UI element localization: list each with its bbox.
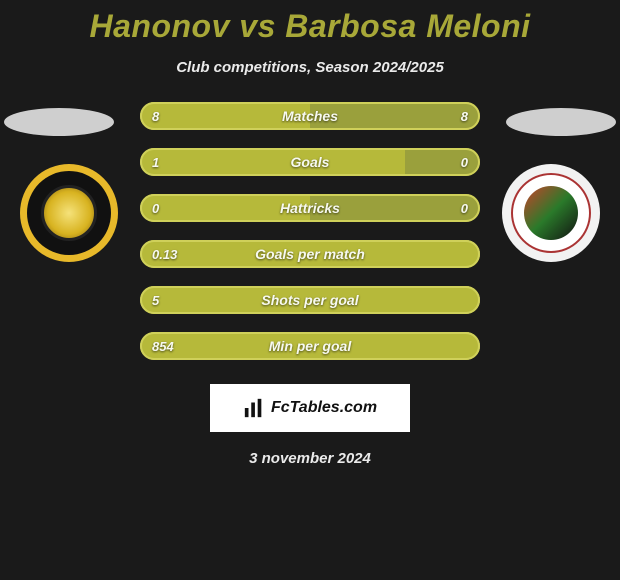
footer-date: 3 november 2024 (0, 450, 620, 467)
badge-logo-right (524, 186, 578, 240)
bar-track (140, 194, 480, 222)
bar-fill-left (140, 194, 310, 222)
bar-fill-left (140, 332, 480, 360)
bar-fill-left (140, 240, 480, 268)
bar-track (140, 240, 480, 268)
badge-inner-left (27, 171, 111, 255)
team-badge-right (502, 164, 600, 262)
stat-row: Shots per goal5 (140, 286, 480, 314)
subtitle: Club competitions, Season 2024/2025 (0, 59, 620, 76)
bar-track (140, 332, 480, 360)
bar-track (140, 286, 480, 314)
stat-row: Min per goal854 (140, 332, 480, 360)
bar-fill-left (140, 286, 480, 314)
team-oval-left (4, 108, 114, 136)
page-title: Hanonov vs Barbosa Meloni (0, 0, 620, 45)
bar-fill-left (140, 148, 405, 176)
badge-logo-left (41, 185, 97, 241)
badge-inner-right (511, 173, 591, 253)
stat-row: Goals10 (140, 148, 480, 176)
team-oval-right (506, 108, 616, 136)
brand-icon (243, 397, 265, 419)
stat-row: Matches88 (140, 102, 480, 130)
stats-bars: Matches88 Goals10 Hattricks00 Goals per mat… (140, 102, 480, 360)
bar-track (140, 148, 480, 176)
brand-box[interactable]: FcTables.com (210, 384, 410, 432)
comparison-arena: Matches88 Goals10 Hattricks00 Goals per mat… (0, 102, 620, 360)
brand-text: FcTables.com (271, 399, 377, 417)
stat-row: Hattricks00 (140, 194, 480, 222)
bar-track (140, 102, 480, 130)
bar-fill-left (140, 102, 310, 130)
stat-row: Goals per match0.13 (140, 240, 480, 268)
team-badge-left (20, 164, 118, 262)
